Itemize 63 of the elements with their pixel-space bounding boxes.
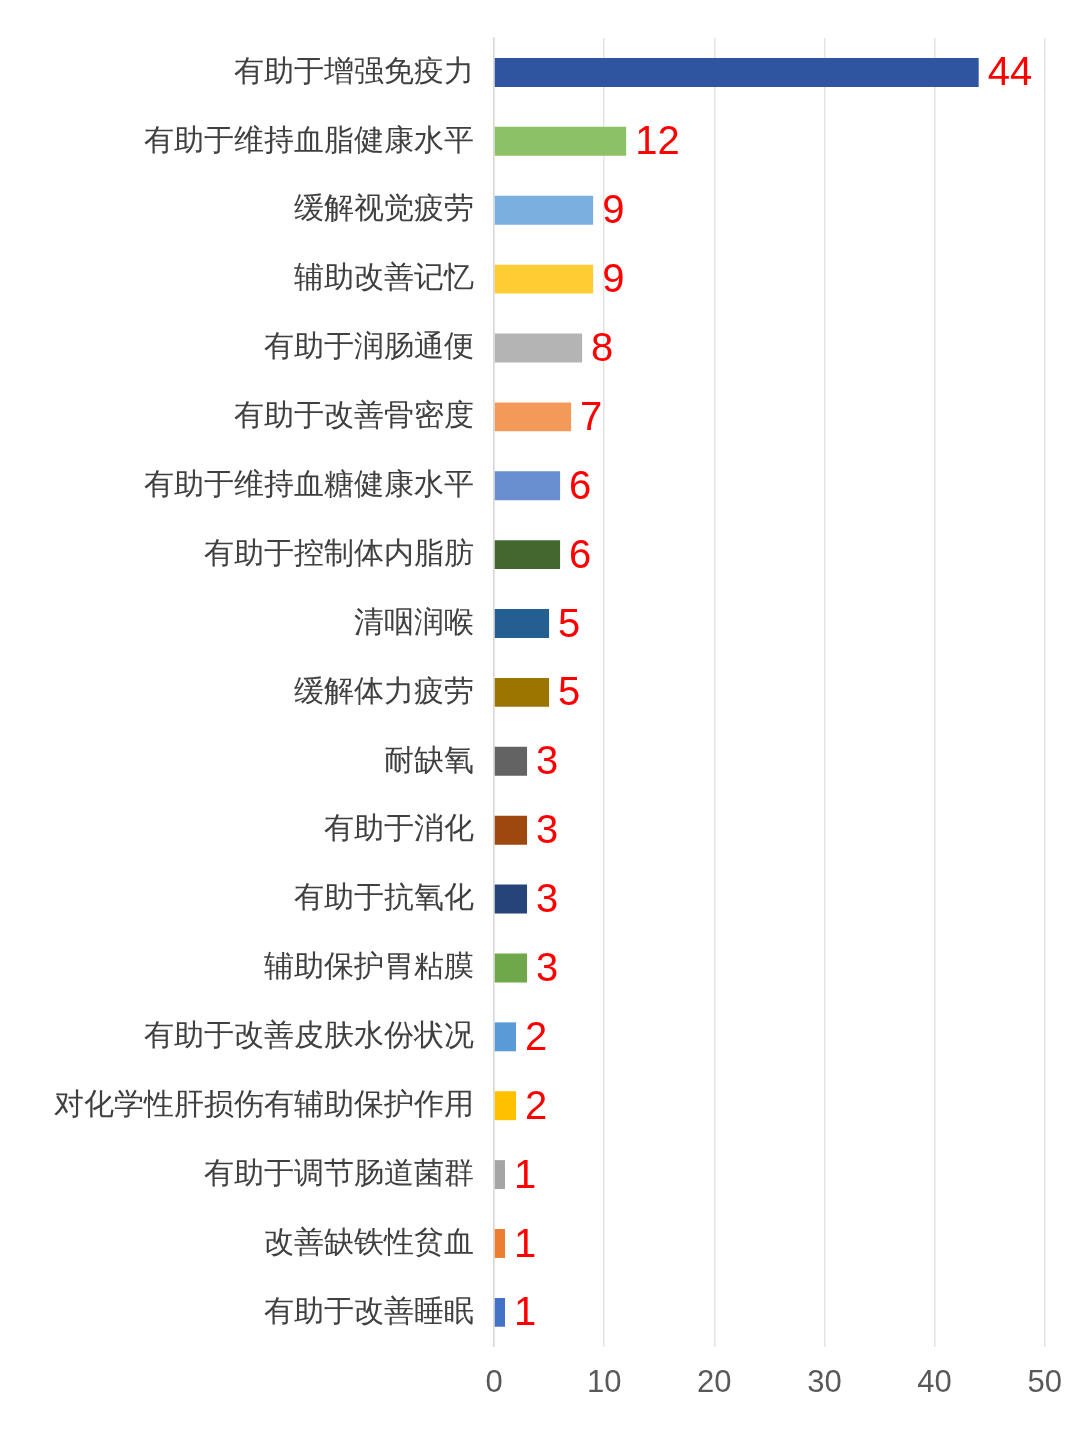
data-label: 3 — [536, 944, 559, 989]
data-label: 7 — [580, 393, 603, 438]
data-label: 3 — [536, 807, 559, 852]
data-label: 1 — [514, 1289, 537, 1334]
y-tick-label: 耐缺氧 — [384, 742, 474, 776]
bar — [494, 264, 594, 294]
y-tick-label: 缓解体力疲劳 — [294, 673, 474, 707]
x-tick-label: 40 — [917, 1363, 952, 1399]
data-label: 8 — [591, 325, 614, 370]
y-tick-label: 对化学性肝损伤有辅助保护作用 — [54, 1086, 474, 1120]
bar — [494, 402, 572, 432]
data-label: 12 — [635, 118, 680, 163]
x-tick-label: 20 — [697, 1363, 732, 1399]
bar — [494, 884, 528, 914]
y-tick-label: 有助于调节肠道菌群 — [204, 1155, 474, 1189]
bar — [494, 195, 594, 225]
y-tick-label: 有助于改善睡眠 — [264, 1293, 474, 1327]
bar — [494, 746, 528, 776]
bar — [494, 126, 627, 156]
x-tick-label: 0 — [485, 1363, 503, 1399]
bar — [494, 1229, 506, 1258]
data-label: 44 — [987, 49, 1033, 94]
data-label: 9 — [602, 187, 625, 232]
x-tick-label: 50 — [1027, 1363, 1062, 1399]
bar — [494, 333, 583, 363]
x-tick-label: 30 — [807, 1363, 842, 1399]
data-label: 3 — [536, 738, 559, 783]
y-tick-label: 有助于抗氧化 — [294, 880, 474, 914]
y-tick-label: 改善缺铁性贫血 — [264, 1224, 474, 1258]
y-tick-label: 清咽润喉 — [354, 604, 474, 638]
data-label: 3 — [536, 876, 559, 921]
bar — [494, 609, 550, 638]
bar — [494, 677, 550, 707]
y-tick-label: 辅助保护胃粘膜 — [264, 949, 474, 983]
bar — [494, 1091, 517, 1121]
bar — [494, 540, 561, 570]
data-label: 1 — [514, 1151, 537, 1196]
y-tick-label: 缓解视觉疲劳 — [294, 191, 474, 225]
data-label: 2 — [525, 1082, 548, 1127]
y-tick-label: 有助于维持血脂健康水平 — [144, 122, 474, 156]
data-label: 6 — [569, 462, 592, 507]
y-tick-label: 有助于润肠通便 — [264, 329, 474, 363]
y-tick-label: 有助于增强免疫力 — [234, 53, 474, 87]
data-label: 9 — [602, 256, 625, 301]
data-label: 2 — [525, 1013, 548, 1058]
bar — [494, 471, 561, 501]
bar — [494, 953, 528, 983]
bar — [494, 815, 528, 845]
bar — [494, 1022, 517, 1052]
x-tick-label: 10 — [586, 1363, 622, 1399]
data-label: 5 — [558, 669, 581, 714]
y-tick-label: 有助于维持血糖健康水平 — [144, 467, 474, 501]
bar — [494, 1297, 506, 1327]
data-label: 6 — [569, 531, 592, 576]
bar — [494, 1160, 506, 1190]
data-label: 5 — [558, 600, 581, 645]
y-tick-label: 辅助改善记忆 — [294, 260, 474, 294]
y-tick-label: 有助于改善骨密度 — [234, 398, 474, 432]
y-tick-label: 有助于消化 — [324, 811, 474, 845]
bar — [494, 57, 979, 87]
y-tick-label: 有助于控制体内脂肪 — [204, 535, 474, 569]
y-tick-label: 有助于改善皮肤水份状况 — [144, 1018, 474, 1052]
data-label: 1 — [514, 1220, 537, 1265]
